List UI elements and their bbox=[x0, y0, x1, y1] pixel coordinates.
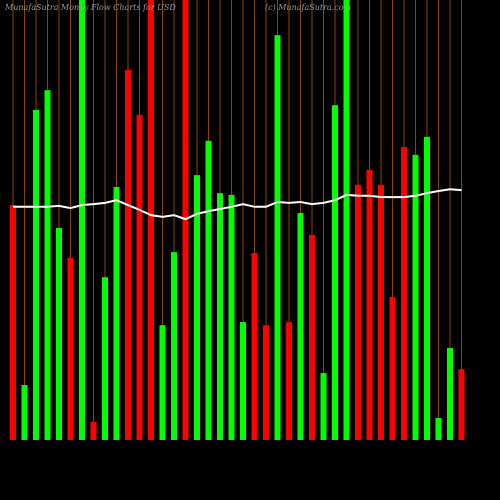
bar bbox=[240, 322, 246, 440]
bar bbox=[205, 140, 212, 441]
bar bbox=[228, 194, 235, 440]
bar bbox=[424, 136, 430, 440]
bar bbox=[412, 154, 419, 440]
bar bbox=[251, 253, 258, 440]
bar bbox=[159, 325, 166, 440]
bar bbox=[171, 252, 177, 440]
bar bbox=[297, 212, 304, 440]
bar bbox=[33, 110, 39, 440]
bar bbox=[389, 297, 396, 440]
bar bbox=[136, 114, 143, 440]
bar bbox=[343, 0, 350, 440]
bar bbox=[332, 105, 338, 440]
lines bbox=[13, 188, 462, 221]
bar bbox=[286, 322, 292, 440]
bar bbox=[320, 373, 327, 440]
line bbox=[13, 188, 462, 221]
bar bbox=[458, 369, 465, 440]
bar bbox=[10, 205, 16, 440]
chart-title: MunafaSutra Money Flow Charts for USD bbox=[4, 3, 176, 12]
bar bbox=[217, 193, 223, 440]
bar bbox=[366, 169, 373, 440]
bar bbox=[378, 184, 384, 440]
bar bbox=[194, 175, 200, 440]
bar bbox=[56, 227, 62, 440]
bar bbox=[447, 348, 453, 440]
bar bbox=[263, 325, 269, 440]
bar bbox=[102, 277, 108, 440]
bar bbox=[67, 257, 74, 440]
chart-subtitle: (c) MunafaSutra.com bbox=[265, 3, 352, 12]
bar bbox=[44, 90, 51, 440]
bar bbox=[274, 35, 281, 440]
bar bbox=[113, 187, 120, 440]
bar bbox=[309, 234, 315, 440]
bar bbox=[21, 385, 28, 440]
bar bbox=[435, 418, 442, 440]
bar bbox=[355, 184, 361, 440]
bar bbox=[90, 421, 97, 440]
bar bbox=[79, 0, 85, 440]
bar bbox=[148, 0, 154, 440]
bar bbox=[401, 146, 407, 440]
bar bbox=[125, 69, 131, 441]
